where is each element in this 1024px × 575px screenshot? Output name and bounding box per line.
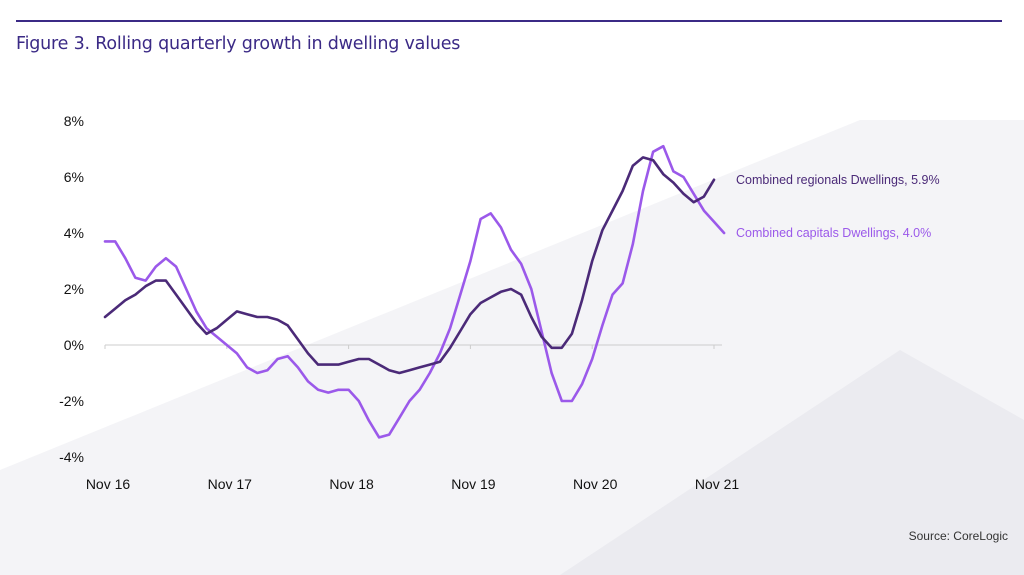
source-note: Source: CoreLogic <box>908 529 1008 543</box>
y-tick-label: 0% <box>64 337 84 353</box>
x-tick-label: Nov 19 <box>451 476 496 492</box>
y-tick-label: 8% <box>64 113 84 129</box>
x-tick-label: Nov 20 <box>573 476 618 492</box>
header-rule <box>16 20 1002 22</box>
series-line-capitals <box>103 144 726 439</box>
series-label-regionals: Combined regionals Dwellings, 5.9% <box>736 173 940 187</box>
figure-title: Figure 3. Rolling quarterly growth in dw… <box>16 34 461 54</box>
x-tick-label: Nov 16 <box>86 476 131 492</box>
y-tick-label: -4% <box>59 449 84 465</box>
x-tick-label: Nov 17 <box>208 476 253 492</box>
x-tick-label: Nov 18 <box>329 476 374 492</box>
series-label-capitals: Combined capitals Dwellings, 4.0% <box>736 226 931 240</box>
y-tick-label: -2% <box>59 393 84 409</box>
y-tick-label: 6% <box>64 169 84 185</box>
series-line-regionals <box>103 156 716 375</box>
y-tick-label: 2% <box>64 281 84 297</box>
x-tick-label: Nov 21 <box>695 476 740 492</box>
y-tick-label: 4% <box>64 225 84 241</box>
